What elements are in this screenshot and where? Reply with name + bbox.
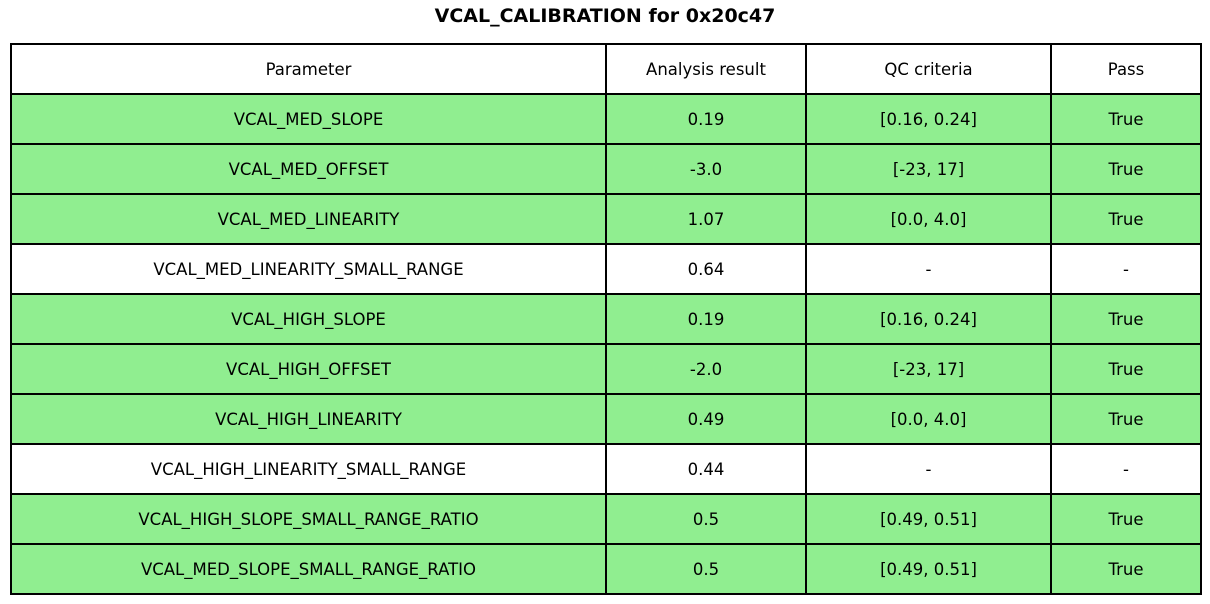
pass-cell: - [1050,243,1202,295]
parameter-cell: VCAL_HIGH_OFFSET [10,343,607,395]
table-row: VCAL_MED_SLOPE_SMALL_RANGE_RATIO 0.5 [0.… [10,543,1202,595]
table-row: VCAL_HIGH_LINEARITY 0.49 [0.0, 4.0] True [10,393,1202,445]
table-row: VCAL_HIGH_SLOPE_SMALL_RANGE_RATIO 0.5 [0… [10,493,1202,545]
page-title: VCAL_CALIBRATION for 0x20c47 [434,5,776,27]
result-cell: 0.5 [605,493,807,545]
result-cell: -3.0 [605,143,807,195]
qc-table: Parameter Analysis result QC criteria Pa… [10,43,1202,595]
table-row: VCAL_HIGH_SLOPE 0.19 [0.16, 0.24] True [10,293,1202,345]
column-header-qc-criteria: QC criteria [805,43,1052,95]
pass-cell: True [1050,493,1202,545]
column-header-pass: Pass [1050,43,1202,95]
pass-cell: True [1050,93,1202,145]
result-cell: 0.64 [605,243,807,295]
parameter-cell: VCAL_MED_LINEARITY [10,193,607,245]
table-row: VCAL_MED_LINEARITY 1.07 [0.0, 4.0] True [10,193,1202,245]
pass-cell: True [1050,143,1202,195]
pass-cell: True [1050,543,1202,595]
pass-cell: True [1050,343,1202,395]
column-header-analysis-result: Analysis result [605,43,807,95]
qc-cell: [0.49, 0.51] [805,493,1052,545]
parameter-cell: VCAL_HIGH_SLOPE_SMALL_RANGE_RATIO [10,493,607,545]
column-header-parameter: Parameter [10,43,607,95]
pass-cell: - [1050,443,1202,495]
qc-cell: [0.16, 0.24] [805,293,1052,345]
table-row: VCAL_HIGH_OFFSET -2.0 [-23, 17] True [10,343,1202,395]
qc-cell: [0.16, 0.24] [805,93,1052,145]
result-cell: -2.0 [605,343,807,395]
result-cell: 0.19 [605,93,807,145]
parameter-cell: VCAL_HIGH_LINEARITY [10,393,607,445]
qc-cell: - [805,443,1052,495]
result-cell: 0.49 [605,393,807,445]
result-cell: 0.19 [605,293,807,345]
table-row: VCAL_HIGH_LINEARITY_SMALL_RANGE 0.44 - - [10,443,1202,495]
qc-cell: [-23, 17] [805,143,1052,195]
qc-cell: - [805,243,1052,295]
table-row: VCAL_MED_OFFSET -3.0 [-23, 17] True [10,143,1202,195]
pass-cell: True [1050,193,1202,245]
result-cell: 1.07 [605,193,807,245]
qc-cell: [-23, 17] [805,343,1052,395]
table-header-row: Parameter Analysis result QC criteria Pa… [10,43,1202,95]
parameter-cell: VCAL_MED_LINEARITY_SMALL_RANGE [10,243,607,295]
table-row: VCAL_MED_LINEARITY_SMALL_RANGE 0.64 - - [10,243,1202,295]
qc-cell: [0.49, 0.51] [805,543,1052,595]
parameter-cell: VCAL_MED_SLOPE_SMALL_RANGE_RATIO [10,543,607,595]
result-cell: 0.44 [605,443,807,495]
pass-cell: True [1050,393,1202,445]
qc-cell: [0.0, 4.0] [805,193,1052,245]
pass-cell: True [1050,293,1202,345]
result-cell: 0.5 [605,543,807,595]
parameter-cell: VCAL_MED_OFFSET [10,143,607,195]
parameter-cell: VCAL_MED_SLOPE [10,93,607,145]
qc-cell: [0.0, 4.0] [805,393,1052,445]
parameter-cell: VCAL_HIGH_SLOPE [10,293,607,345]
parameter-cell: VCAL_HIGH_LINEARITY_SMALL_RANGE [10,443,607,495]
table-row: VCAL_MED_SLOPE 0.19 [0.16, 0.24] True [10,93,1202,145]
